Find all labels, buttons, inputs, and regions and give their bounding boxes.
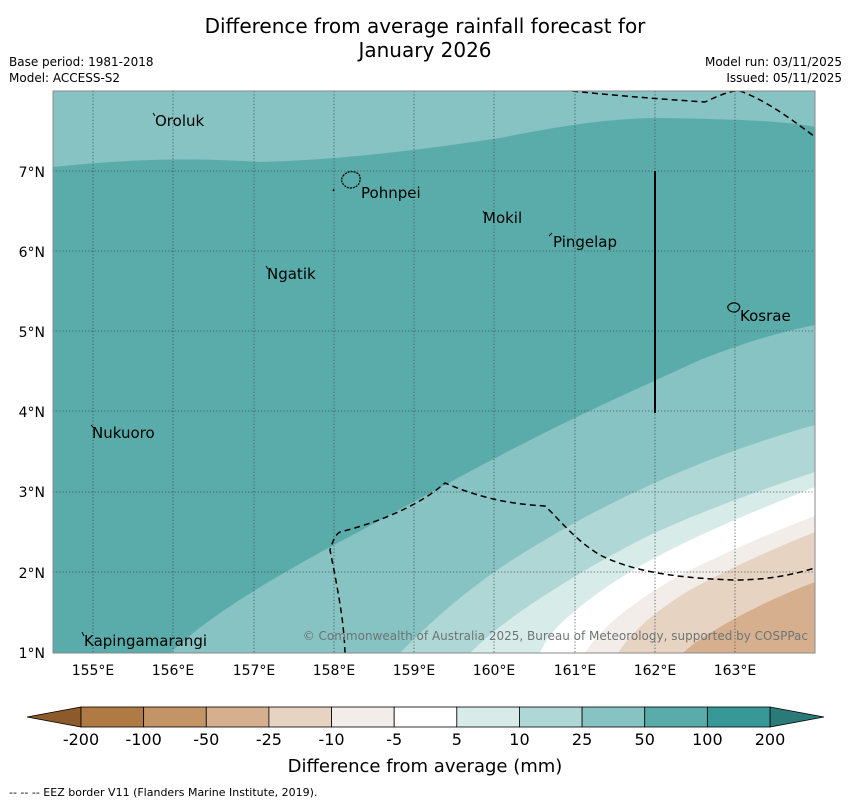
label-oroluk: Oroluk	[155, 112, 204, 130]
lat-axis: 1°N 2°N 3°N 4°N 5°N 6°N 7°N	[19, 165, 45, 662]
colorbar-extend-high	[769, 706, 825, 728]
colorbar-label: 50	[635, 730, 655, 749]
colorbar-label: -200	[63, 730, 99, 749]
lat-label: 3°N	[19, 485, 45, 501]
label-nukuoro: Nukuoro	[92, 424, 155, 442]
label-mokil: Mokil	[483, 209, 522, 227]
label-ngatik: Ngatik	[267, 265, 316, 283]
colorbar-extend-low	[26, 706, 82, 728]
atoll-marks	[81, 112, 553, 637]
lon-label: 155°E	[72, 663, 115, 679]
band-50-100	[53, 118, 815, 653]
colorbar-label: -10	[318, 730, 344, 749]
colorbar-cell	[205, 706, 270, 728]
colorbar-cell	[331, 706, 395, 728]
label-kosrae: Kosrae	[740, 307, 791, 325]
lat-label: 2°N	[19, 566, 45, 582]
colorbar-cell	[80, 706, 145, 728]
colorbar-label: 10	[509, 730, 529, 749]
pohnpei-eez-mark	[332, 187, 336, 192]
meta-right: Model run: 03/11/2025 Issued: 05/11/2025	[705, 54, 842, 86]
colorbar-label: 25	[572, 730, 592, 749]
lat-label: 7°N	[19, 165, 45, 181]
colorbar-cell	[393, 706, 458, 728]
map-frame	[52, 90, 816, 654]
model-run: Model run: 03/11/2025	[704, 55, 842, 69]
colorbar-cell	[143, 706, 207, 728]
colorbar-cell	[456, 706, 520, 728]
lon-label: 160°E	[473, 663, 516, 679]
eez-border	[329, 91, 815, 653]
lon-axis: 155°E 156°E 157°E 158°E 159°E 160°E 161°…	[72, 663, 757, 679]
lon-label: 162°E	[634, 663, 677, 679]
lon-label: 163°E	[714, 663, 757, 679]
lon-label: 161°E	[554, 663, 597, 679]
kosrae-island	[727, 302, 741, 313]
label-pohnpei: Pohnpei	[361, 184, 421, 202]
colorbar-cell	[644, 706, 708, 728]
colorbar-cell	[581, 706, 646, 728]
band-minus25-minus50	[683, 582, 815, 653]
lon-label: 156°E	[152, 663, 195, 679]
colorbar-label: 5	[452, 730, 462, 749]
colorbar-label: -5	[386, 730, 402, 749]
colorbar-label: -25	[256, 730, 282, 749]
lon-label: 157°E	[233, 663, 276, 679]
copyright-notice: © Commonwealth of Australia 2025, Bureau…	[303, 629, 808, 643]
map-title-line1: Difference from average rainfall forecas…	[204, 14, 646, 38]
eez-footnote: -- -- -- EEZ border V11 (Flanders Marine…	[9, 786, 318, 799]
lon-label: 158°E	[313, 663, 356, 679]
lat-label: 1°N	[19, 646, 45, 662]
issued-date: Issued: 05/11/2025	[726, 71, 842, 85]
map-title-line2: January 2026	[358, 38, 492, 62]
label-kapingamarangi: Kapingamarangi	[84, 632, 207, 650]
meta-left: Base period: 1981-2018 Model: ACCESS-S2	[9, 54, 154, 86]
model-name: Model: ACCESS-S2	[9, 71, 121, 85]
colorbar-title: Difference from average (mm)	[288, 756, 563, 777]
colorbar-label: 200	[755, 730, 786, 749]
colorbar-label: 100	[692, 730, 723, 749]
lat-label: 6°N	[19, 245, 45, 261]
pohnpei-island	[340, 170, 361, 189]
graticule	[53, 91, 815, 653]
rainfall-field	[53, 91, 815, 653]
label-pingelap: Pingelap	[553, 233, 617, 251]
colorbar-label: -100	[125, 730, 161, 749]
colorbar-cell	[519, 706, 583, 728]
colorbar-cell	[268, 706, 332, 728]
colorbar-label: -50	[193, 730, 219, 749]
colorbar: -200 -100 -50 -25 -10 -5 5 10 25 50 100 200	[26, 706, 825, 749]
lat-label: 4°N	[19, 405, 45, 421]
lat-label: 5°N	[19, 325, 45, 341]
base-period: Base period: 1981-2018	[9, 55, 154, 69]
lon-label: 159°E	[393, 663, 436, 679]
colorbar-cell	[706, 706, 771, 728]
